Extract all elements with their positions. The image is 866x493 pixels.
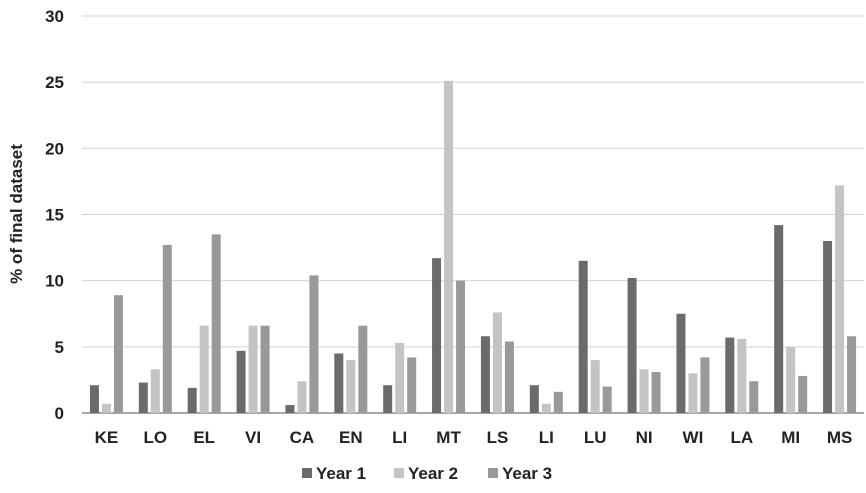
x-tick-label: VI (245, 428, 261, 447)
x-tick-label: MT (436, 428, 461, 447)
bar-year-3-ni (651, 371, 661, 413)
bar-year-2-ls (492, 312, 502, 413)
bar-year-2-wi (688, 373, 698, 413)
bar-year-2-ms (835, 185, 845, 413)
legend-label-year-3: Year 3 (502, 464, 552, 483)
bar-year-2-la (737, 338, 747, 413)
y-tick-label: 30 (45, 7, 64, 26)
x-tick-label: NI (636, 428, 653, 447)
legend-swatch-year-1 (302, 468, 312, 478)
legend-label-year-2: Year 2 (408, 464, 458, 483)
bar-year-3-li (407, 357, 417, 413)
bar-year-1-mi (774, 225, 784, 413)
bar-year-1-ms (823, 240, 833, 413)
bar-year-3-la (749, 381, 759, 413)
bar-year-1-la (725, 337, 735, 413)
y-tick-label: 15 (45, 206, 64, 225)
x-tick-label: LU (584, 428, 607, 447)
bar-year-2-ke (101, 403, 111, 413)
bar-year-3-vi (260, 325, 270, 413)
bar-year-2-vi (248, 325, 258, 413)
bar-year-2-li (541, 403, 551, 413)
bar-year-3-ke (113, 295, 123, 413)
bar-year-2-ni (639, 369, 649, 413)
bar-year-3-lu (602, 386, 612, 413)
legend-swatch-year-3 (488, 468, 498, 478)
x-tick-label: LO (144, 428, 168, 447)
bar-year-2-mt (444, 80, 454, 414)
bars (89, 80, 857, 414)
bar-year-1-ls (480, 336, 490, 413)
bar-year-1-ca (285, 405, 295, 413)
bar-year-3-ls (504, 341, 514, 413)
legend-swatch-year-2 (394, 468, 404, 478)
legend-label-year-1: Year 1 (316, 464, 366, 483)
bar-year-1-ke (89, 385, 99, 413)
x-axis-tick-labels: KE LO EL VI CA EN LI MT LS LI LU NI WI LA MI MS (95, 428, 853, 447)
y-axis-tick-labels: 0 5 10 15 20 25 30 (45, 7, 64, 423)
x-tick-label: LS (487, 428, 509, 447)
y-tick-label: 10 (45, 272, 64, 291)
x-tick-label: KE (95, 428, 119, 447)
bar-year-2-en (346, 360, 356, 413)
y-axis-title: % of final dataset (7, 144, 26, 284)
bar-year-1-en (334, 353, 344, 413)
bar-year-1-mt (432, 258, 442, 413)
x-tick-label: LI (392, 428, 407, 447)
x-tick-label: LA (730, 428, 753, 447)
bar-year-1-ni (627, 278, 637, 413)
bar-year-1-vi (236, 350, 246, 413)
bar-year-2-lo (150, 369, 160, 413)
bar-year-2-mi (786, 346, 796, 413)
bar-year-3-lo (162, 244, 172, 413)
legend: Year 1 Year 2 Year 3 (302, 464, 552, 483)
y-tick-label: 0 (55, 404, 64, 423)
bar-year-3-el (211, 234, 221, 413)
bar-year-2-li (395, 342, 405, 413)
bar-year-3-li (553, 391, 563, 413)
bar-year-3-wi (700, 357, 710, 413)
bar-year-3-ca (309, 275, 319, 413)
bar-year-1-li (383, 385, 393, 413)
y-tick-label: 25 (45, 73, 64, 92)
x-tick-label: CA (290, 428, 315, 447)
bar-year-1-lu (578, 260, 588, 413)
bar-year-2-lu (590, 360, 600, 413)
x-tick-label: MI (781, 428, 800, 447)
bar-year-1-li (529, 385, 539, 413)
x-tick-label: LI (539, 428, 554, 447)
x-tick-label: EN (339, 428, 363, 447)
bar-year-2-el (199, 325, 209, 413)
bar-year-3-en (358, 325, 368, 413)
y-tick-label: 5 (55, 338, 64, 357)
bar-year-3-ms (847, 336, 857, 413)
bar-year-2-ca (297, 381, 307, 413)
bar-year-1-lo (138, 382, 148, 413)
x-tick-label: MS (827, 428, 853, 447)
y-tick-label: 20 (45, 139, 64, 158)
bar-year-3-mt (456, 280, 466, 413)
gridlines (82, 15, 864, 414)
x-tick-label: EL (193, 428, 215, 447)
bar-year-1-el (187, 387, 197, 413)
x-tick-label: WI (683, 428, 704, 447)
bar-year-1-wi (676, 313, 686, 413)
bar-year-3-mi (798, 375, 808, 413)
